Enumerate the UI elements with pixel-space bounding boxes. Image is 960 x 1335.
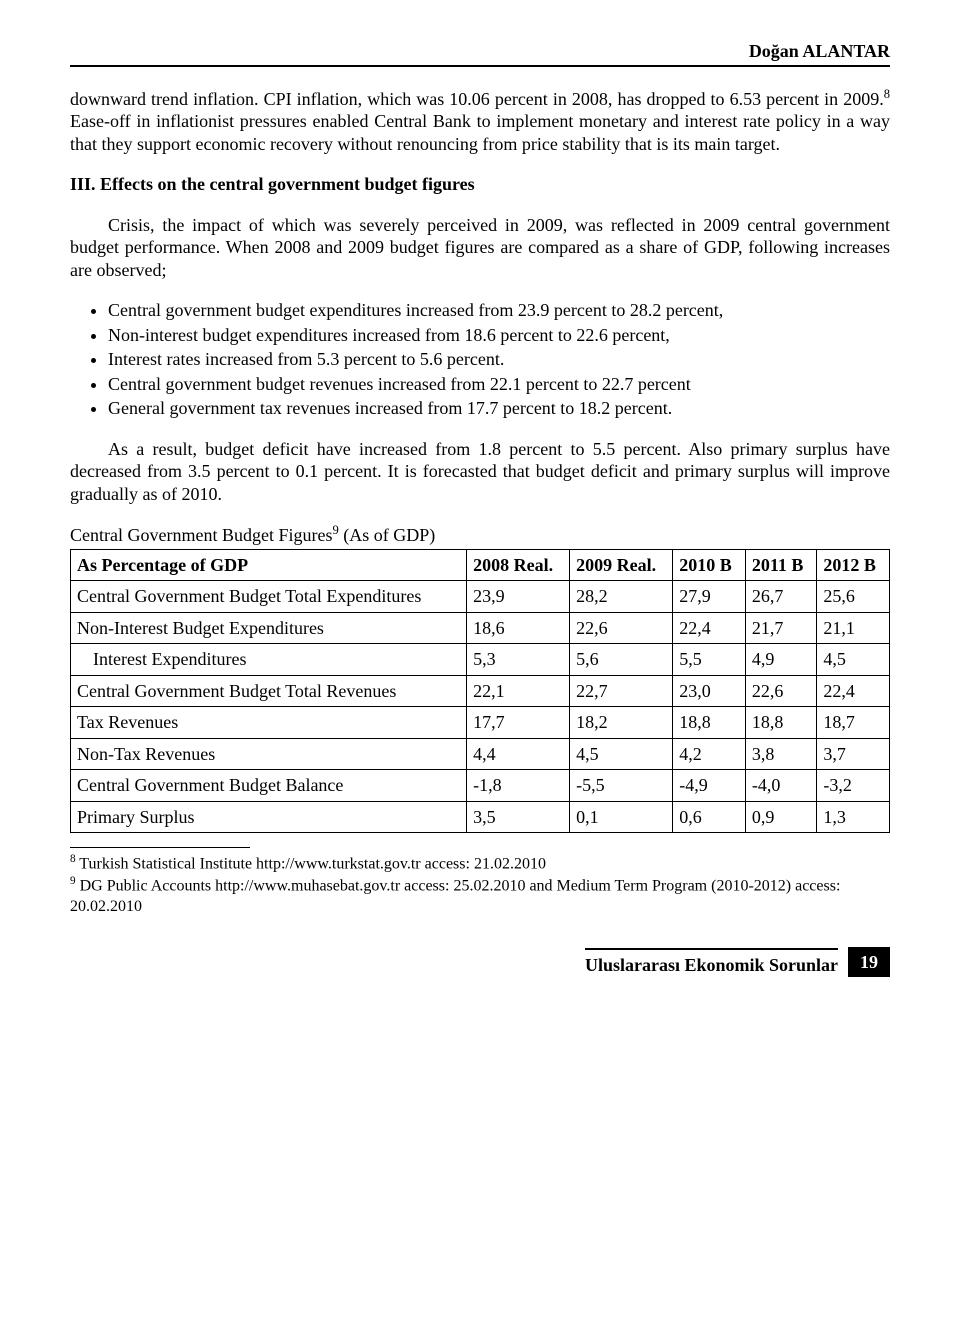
table-title-post: (As of GDP) [339, 525, 436, 545]
page-footer: Uluslararası Ekonomik Sorunlar 19 [70, 947, 890, 978]
budget-table: As Percentage of GDP 2008 Real. 2009 Rea… [70, 549, 890, 834]
col-header: 2012 B [817, 549, 890, 581]
row-label: Non-Interest Budget Expenditures [71, 612, 467, 644]
paragraph-3: As a result, budget deficit have increas… [70, 438, 890, 506]
table-row: Primary Surplus3,50,10,60,91,3 [71, 801, 890, 833]
footnote-9: 9 DG Public Accounts http://www.muhaseba… [70, 874, 890, 916]
cell-value: 17,7 [467, 707, 570, 739]
cell-value: 4,5 [817, 644, 890, 676]
cell-value: 18,6 [467, 612, 570, 644]
table-row: Interest Expenditures5,35,65,54,94,5 [71, 644, 890, 676]
cell-value: 25,6 [817, 581, 890, 613]
cell-value: 18,2 [570, 707, 673, 739]
cell-value: 23,0 [673, 675, 746, 707]
cell-value: 5,6 [570, 644, 673, 676]
row-label: Tax Revenues [71, 707, 467, 739]
footnote-8: 8 Turkish Statistical Institute http://w… [70, 852, 890, 874]
cell-value: 26,7 [745, 581, 817, 613]
section-heading-3: III. Effects on the central government b… [70, 173, 890, 196]
cell-value: 22,4 [817, 675, 890, 707]
row-label: Central Government Budget Total Expendit… [71, 581, 467, 613]
row-label: Central Government Budget Total Revenues [71, 675, 467, 707]
cell-value: 0,9 [745, 801, 817, 833]
footnote-ref-8: 8 [884, 87, 890, 101]
cell-value: -4,9 [673, 770, 746, 802]
table-row: Tax Revenues17,718,218,818,818,7 [71, 707, 890, 739]
footnote-text: DG Public Accounts http://www.muhasebat.… [70, 878, 840, 915]
footnote-separator [70, 847, 250, 848]
para1-text-b: Ease-off in inflationist pressures enabl… [70, 111, 890, 154]
col-header: As Percentage of GDP [71, 549, 467, 581]
table-title: Central Government Budget Figures9 (As o… [70, 523, 890, 547]
cell-value: 22,1 [467, 675, 570, 707]
cell-value: 1,3 [817, 801, 890, 833]
cell-value: 22,7 [570, 675, 673, 707]
table-row: Central Government Budget Total Revenues… [71, 675, 890, 707]
table-title-pre: Central Government Budget Figures [70, 525, 332, 545]
cell-value: -5,5 [570, 770, 673, 802]
cell-value: 3,5 [467, 801, 570, 833]
cell-value: -3,2 [817, 770, 890, 802]
cell-value: 21,1 [817, 612, 890, 644]
cell-value: 3,8 [745, 738, 817, 770]
bullet-item: Central government budget revenues incre… [108, 373, 890, 396]
cell-value: 4,9 [745, 644, 817, 676]
table-header-row: As Percentage of GDP 2008 Real. 2009 Rea… [71, 549, 890, 581]
col-header: 2010 B [673, 549, 746, 581]
page-number: 19 [848, 947, 890, 978]
bullet-item: Non-interest budget expenditures increas… [108, 324, 890, 347]
cell-value: 21,7 [745, 612, 817, 644]
cell-value: 5,5 [673, 644, 746, 676]
cell-value: 4,2 [673, 738, 746, 770]
cell-value: 18,8 [673, 707, 746, 739]
row-label: Central Government Budget Balance [71, 770, 467, 802]
table-row: Central Government Budget Balance-1,8-5,… [71, 770, 890, 802]
cell-value: 0,6 [673, 801, 746, 833]
cell-value: -4,0 [745, 770, 817, 802]
cell-value: 18,7 [817, 707, 890, 739]
table-row: Non-Interest Budget Expenditures18,622,6… [71, 612, 890, 644]
bullet-list: Central government budget expenditures i… [108, 299, 890, 420]
row-label: Interest Expenditures [71, 644, 467, 676]
paragraph-1: downward trend inflation. CPI inflation,… [70, 87, 890, 156]
bullet-item: Interest rates increased from 5.3 percen… [108, 348, 890, 371]
bullet-item: Central government budget expenditures i… [108, 299, 890, 322]
cell-value: 23,9 [467, 581, 570, 613]
col-header: 2008 Real. [467, 549, 570, 581]
cell-value: 5,3 [467, 644, 570, 676]
journal-title: Uluslararası Ekonomik Sorunlar [585, 948, 838, 977]
paragraph-2: Crisis, the impact of which was severely… [70, 214, 890, 282]
cell-value: 22,4 [673, 612, 746, 644]
col-header: 2011 B [745, 549, 817, 581]
cell-value: 22,6 [570, 612, 673, 644]
table-row: Central Government Budget Total Expendit… [71, 581, 890, 613]
running-header: Doğan ALANTAR [70, 40, 890, 67]
row-label: Non-Tax Revenues [71, 738, 467, 770]
row-label: Primary Surplus [71, 801, 467, 833]
cell-value: 3,7 [817, 738, 890, 770]
cell-value: 28,2 [570, 581, 673, 613]
col-header: 2009 Real. [570, 549, 673, 581]
cell-value: 4,5 [570, 738, 673, 770]
cell-value: 0,1 [570, 801, 673, 833]
cell-value: 4,4 [467, 738, 570, 770]
table-row: Non-Tax Revenues4,44,54,23,83,7 [71, 738, 890, 770]
para1-text-a: downward trend inflation. CPI inflation,… [70, 89, 884, 109]
cell-value: -1,8 [467, 770, 570, 802]
bullet-item: General government tax revenues increase… [108, 397, 890, 420]
cell-value: 27,9 [673, 581, 746, 613]
cell-value: 22,6 [745, 675, 817, 707]
cell-value: 18,8 [745, 707, 817, 739]
footnote-text: Turkish Statistical Institute http://www… [76, 855, 546, 872]
